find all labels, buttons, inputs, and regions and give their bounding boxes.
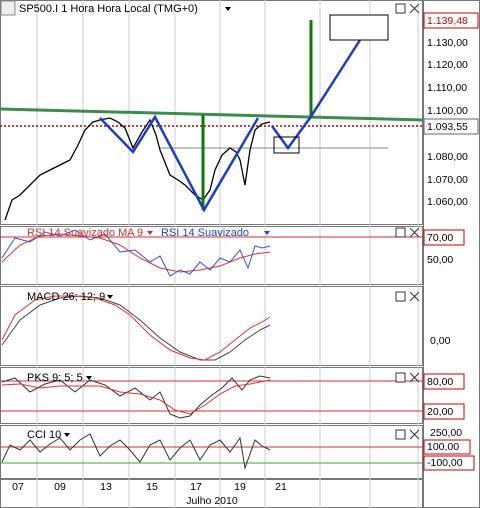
rsi-ma xyxy=(1,233,271,273)
retest-box xyxy=(273,136,300,154)
last-price-badge: 1.093,55 xyxy=(427,121,468,133)
badge-frame xyxy=(423,439,471,455)
y-axis-label: 1.110,00 xyxy=(427,82,467,94)
cci xyxy=(1,433,271,470)
panel-buttons[interactable] xyxy=(395,3,420,440)
y-axis-label: 1.100,00 xyxy=(427,105,468,117)
dropdown-arrow[interactable] xyxy=(64,433,70,437)
x-axis-label: 15 xyxy=(146,481,158,493)
cci-panel xyxy=(0,425,423,479)
neckline xyxy=(0,107,424,122)
pks-signal xyxy=(1,379,271,415)
price-panel xyxy=(0,0,423,225)
y-axis-label: 1.080,00 xyxy=(427,151,468,163)
rsi-legend: RSI 14 Suavizado xyxy=(161,227,249,239)
pks-panel xyxy=(0,367,423,424)
y-axis-label: 1.070,00 xyxy=(427,174,468,186)
badge-frame xyxy=(423,455,475,471)
x-axis-label: 19 xyxy=(234,481,246,493)
y-axis-label: 50,00 xyxy=(427,254,453,266)
dropdown-arrow[interactable] xyxy=(86,376,92,380)
y-axis-label: 100,00 xyxy=(427,441,459,453)
dropdown-arrow[interactable] xyxy=(107,295,113,299)
current-price-badge: 1.139,48 xyxy=(427,15,468,27)
chart-title: SP500.I 1 Hora Hora Local (TMG+0) xyxy=(19,3,198,15)
y-axis-label: 1.060,00 xyxy=(427,196,468,208)
macd xyxy=(1,295,271,361)
macd-legend: MACD 26; 12; 9 xyxy=(27,291,105,303)
y-axis-label: -100,00 xyxy=(427,457,463,469)
target-box xyxy=(329,14,389,41)
time-grid xyxy=(36,0,419,508)
badge-frame xyxy=(423,373,465,390)
x-axis-label: 07 xyxy=(12,481,24,493)
y-axis-label: 250,00 xyxy=(430,427,462,439)
x-axis-label: 09 xyxy=(54,481,66,493)
window-icon[interactable] xyxy=(0,0,16,16)
x-axis-label: 17 xyxy=(190,481,202,493)
y-axis-label: 20,00 xyxy=(427,406,453,418)
rsi-panel xyxy=(0,226,423,285)
rsi xyxy=(1,229,271,277)
x-axis-label: 21 xyxy=(275,481,287,493)
macd-panel xyxy=(0,286,423,366)
macd-signal xyxy=(1,295,271,361)
y-axis-label: 80,00 xyxy=(427,376,453,388)
badge-frame xyxy=(423,229,465,246)
dropdown-arrow[interactable] xyxy=(147,231,153,235)
y-axis-label: 1.130,00 xyxy=(427,37,468,49)
x-axis-label: 13 xyxy=(100,481,112,493)
y-axis-label: 70,00 xyxy=(427,232,453,244)
y-axis-label: 1.120,00 xyxy=(427,59,468,71)
rsi-ma-legend: RSI 14 Suavizado MA 9 xyxy=(27,227,143,239)
dropdown-arrow[interactable] xyxy=(225,7,231,11)
badge-frame xyxy=(423,118,479,135)
badge-frame xyxy=(423,12,479,29)
y-axis-label: 0,00 xyxy=(430,335,451,347)
badge-frame xyxy=(423,403,465,420)
dropdown-arrow[interactable] xyxy=(264,231,270,235)
w-pattern xyxy=(99,114,260,213)
pks-legend: PKS 9; 5; 5 xyxy=(27,372,83,384)
cci-legend: CCI 10 xyxy=(27,429,61,441)
pks xyxy=(1,375,271,419)
month-label: Julho 2010 xyxy=(186,495,238,507)
